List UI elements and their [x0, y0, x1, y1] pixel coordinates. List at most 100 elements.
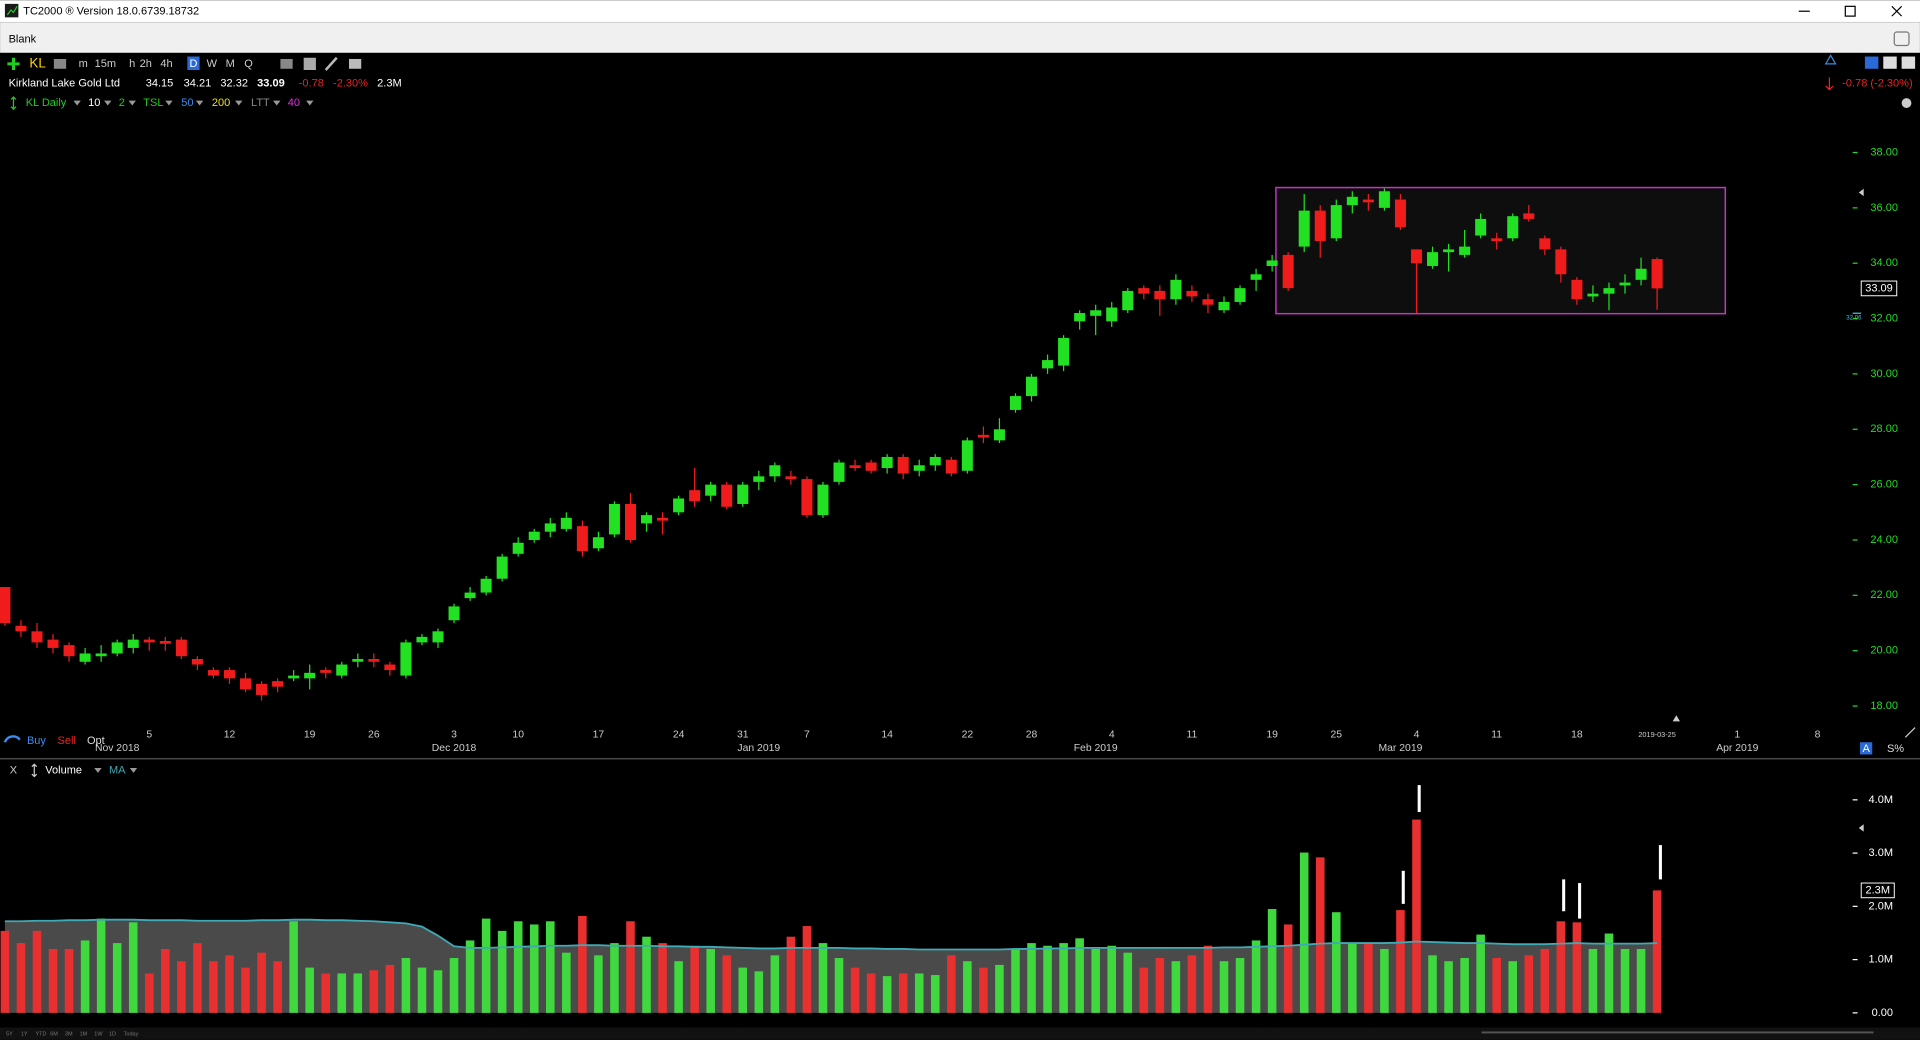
indicator-period[interactable]: 10: [88, 97, 100, 109]
quote-last: 33.09: [257, 77, 285, 89]
options-button[interactable]: Opt: [87, 735, 105, 747]
calendar-icon[interactable]: [303, 57, 316, 70]
close-panel[interactable]: X: [10, 764, 18, 776]
range-button[interactable]: Today: [124, 1032, 139, 1038]
dropdown[interactable]: [273, 100, 281, 106]
indicator-tsl[interactable]: TSL: [143, 97, 163, 109]
range-button[interactable]: 3M: [65, 1032, 73, 1038]
x-tick-label: 10: [512, 730, 524, 741]
x-month-label: Feb 2019: [1074, 743, 1118, 754]
restore-button[interactable]: [1844, 5, 1856, 17]
y-tick-label: 38.00: [1870, 146, 1898, 158]
indicator-ltt[interactable]: LTT: [251, 97, 270, 109]
candle-body: [1491, 238, 1503, 242]
indicator-ma-slow[interactable]: 200: [212, 97, 230, 109]
move-handle[interactable]: [10, 96, 17, 111]
edit-icon[interactable]: [1904, 727, 1916, 738]
candle-body: [1475, 218, 1487, 236]
timeframe[interactable]: m: [79, 58, 88, 70]
tab-menu[interactable]: [1893, 31, 1910, 47]
favorite-icon[interactable]: [1824, 54, 1837, 65]
s-plus-icon[interactable]: [1864, 56, 1879, 69]
indicator-bands[interactable]: 2: [119, 97, 125, 109]
palette-icon[interactable]: [1901, 98, 1912, 108]
scale-auto[interactable]: A: [1862, 743, 1870, 755]
range-button[interactable]: 1M: [80, 1032, 88, 1038]
range-button[interactable]: 1Y: [21, 1032, 28, 1038]
link-icon[interactable]: [53, 58, 67, 69]
chart-name[interactable]: KL Daily: [26, 97, 67, 109]
symbol[interactable]: KL: [29, 55, 46, 70]
volume-bar: [930, 975, 940, 1013]
dropdown[interactable]: [129, 767, 138, 773]
volume-bar: [209, 961, 218, 1013]
volume-bar: [722, 955, 732, 1013]
volume-bar: [321, 973, 330, 1013]
candle-body: [1009, 396, 1021, 410]
candle-body: [448, 606, 460, 621]
dropdown[interactable]: [73, 100, 81, 106]
timeframe[interactable]: D: [189, 58, 197, 70]
volume-bar: [850, 967, 860, 1013]
layout-tab[interactable]: Blank: [9, 33, 37, 45]
dropdown[interactable]: [306, 100, 314, 106]
sell-button[interactable]: Sell: [58, 735, 76, 747]
candle-body: [1282, 254, 1294, 289]
candle-body: [31, 631, 43, 643]
close-button[interactable]: [1891, 5, 1903, 17]
candle-body: [560, 517, 572, 529]
dropdown[interactable]: [165, 100, 173, 106]
volume-bar: [1267, 909, 1277, 1013]
candle-body: [576, 526, 588, 552]
candle-body: [977, 434, 989, 438]
candle-body: [79, 653, 91, 662]
quote-high: 34.21: [184, 77, 212, 89]
candle-body: [657, 517, 669, 521]
volume-bar: [546, 921, 555, 1013]
volume-bar: [401, 958, 411, 1013]
volume-bar: [578, 915, 587, 1013]
move-handle[interactable]: [31, 763, 38, 778]
range-button[interactable]: 1D: [109, 1032, 116, 1038]
dropdown[interactable]: [104, 100, 112, 106]
volume-bar: [241, 967, 250, 1013]
chart-style-icon[interactable]: [280, 58, 293, 69]
candle-body: [1218, 301, 1230, 311]
volume-bar: [353, 973, 363, 1013]
range-button[interactable]: 6M: [50, 1032, 58, 1038]
buy-button[interactable]: Buy: [27, 735, 46, 747]
dropdown[interactable]: [195, 100, 204, 106]
dropdown[interactable]: [235, 100, 243, 106]
candle-body: [608, 504, 620, 535]
draw-icon[interactable]: [324, 56, 338, 71]
candle-body: [288, 675, 300, 679]
dropdown[interactable]: [128, 100, 136, 106]
add-symbol[interactable]: [7, 57, 20, 71]
annotation-box[interactable]: [1275, 186, 1727, 315]
dropdown[interactable]: [94, 767, 102, 773]
range-button[interactable]: YTD: [36, 1032, 47, 1038]
tt-icon[interactable]: [1883, 56, 1897, 69]
timeframe[interactable]: 15m: [95, 58, 116, 70]
timeframe[interactable]: h: [129, 58, 135, 70]
menu-icon[interactable]: [1901, 56, 1916, 69]
volume-bar: [1396, 910, 1405, 1013]
timeframe[interactable]: 2h: [140, 58, 152, 70]
volume-bar: [193, 943, 202, 1013]
ma-name[interactable]: MA: [109, 764, 126, 776]
volume-chart: 0.00 1.0M 2.0M 3.0M 4.0M 2.3M: [0, 794, 1895, 1019]
timeframe[interactable]: W: [207, 58, 218, 70]
volume-bar: [289, 921, 298, 1013]
indicator-ma-fast[interactable]: 50: [181, 97, 193, 109]
indicator-ltt-period[interactable]: 40: [288, 97, 300, 109]
range-button[interactable]: 5Y: [6, 1032, 13, 1038]
scale-percent[interactable]: S%: [1887, 743, 1904, 755]
tool-icon[interactable]: [348, 58, 362, 69]
range-button[interactable]: 1W: [94, 1032, 103, 1038]
volume-name[interactable]: Volume: [45, 764, 82, 776]
timeframe[interactable]: 4h: [160, 58, 172, 70]
timeframe[interactable]: Q: [244, 58, 253, 70]
timeframe[interactable]: M: [226, 58, 235, 70]
volume-bar: [1283, 924, 1293, 1013]
x-tick-label: 25: [1331, 730, 1343, 741]
